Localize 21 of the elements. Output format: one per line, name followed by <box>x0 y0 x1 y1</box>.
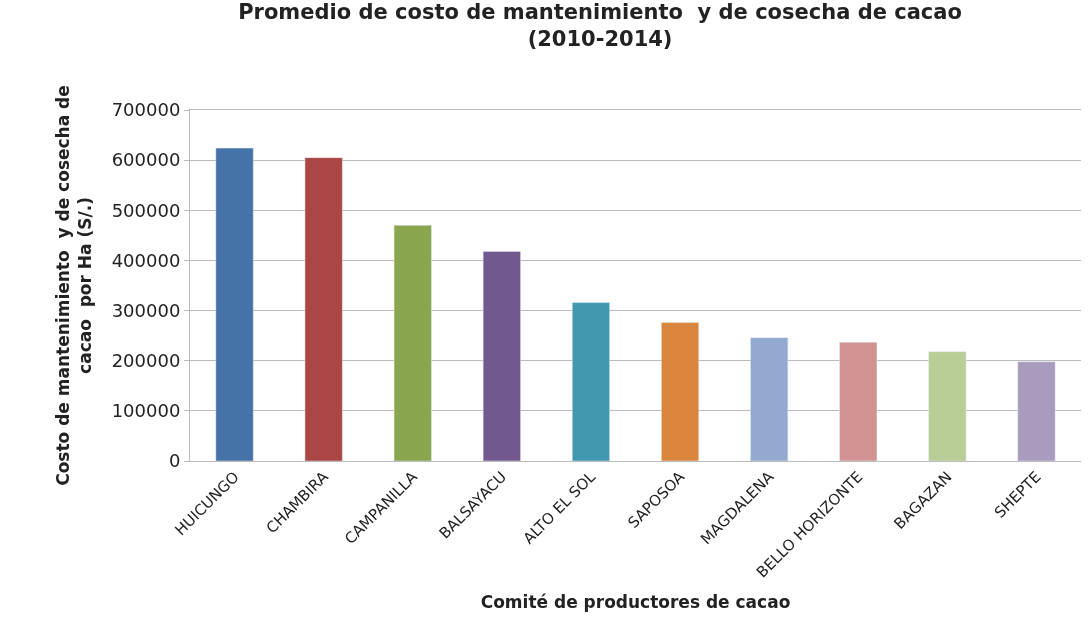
y-tick-label: 500000 <box>111 199 181 221</box>
y-tick-label: 400000 <box>111 249 181 271</box>
x-axis-title: Comité de productores de cacao <box>480 591 791 612</box>
y-axis-title: Costo de mantenimiento y de cosecha de cacao por Ha (S/.) <box>53 85 96 486</box>
bar <box>839 341 878 461</box>
bar <box>750 337 789 461</box>
y-tick-label: 100000 <box>111 400 181 422</box>
bar <box>928 351 967 461</box>
bar <box>571 302 610 461</box>
y-tick-label: 0 <box>168 450 181 472</box>
y-tick-label: 700000 <box>111 99 181 121</box>
bar <box>661 322 700 461</box>
y-tick-label: 600000 <box>111 149 181 171</box>
bar <box>482 251 521 461</box>
chart-title: Promedio de costo de mantenimiento y de cosecha de cacao (2010-2014) <box>238 0 962 51</box>
bar <box>304 157 343 461</box>
bar <box>1017 361 1056 461</box>
bar <box>215 147 254 461</box>
bar <box>393 225 432 461</box>
y-tick-label: 200000 <box>111 350 181 372</box>
y-tick-label: 300000 <box>111 299 181 321</box>
